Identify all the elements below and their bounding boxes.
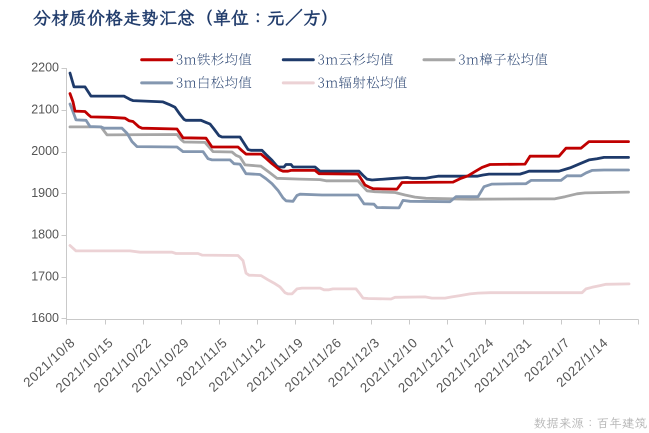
svg-text:1900: 1900 [31,186,59,200]
svg-text:1600: 1600 [31,311,59,325]
svg-text:1700: 1700 [31,269,59,283]
svg-text:2100: 2100 [31,103,59,117]
svg-text:1800: 1800 [31,228,59,242]
svg-text:2000: 2000 [31,144,59,158]
svg-text:2200: 2200 [31,61,59,75]
